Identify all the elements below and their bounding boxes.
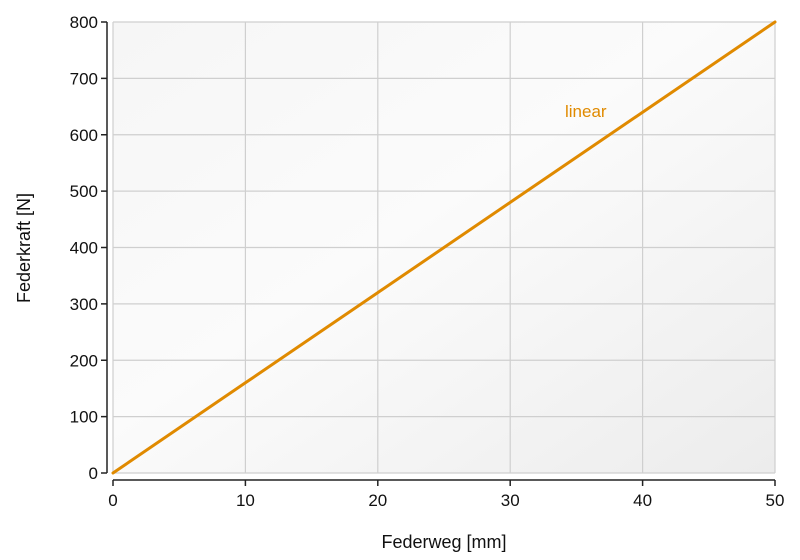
y-tick-label: 800	[70, 13, 98, 32]
tick-labels: 0 100 200 300 400 500 600 700 800 0 10 20 30 40 50	[70, 13, 785, 510]
x-tick-label: 10	[236, 491, 255, 510]
x-axis-title: Federweg [mm]	[381, 532, 506, 552]
y-tick-label: 500	[70, 182, 98, 201]
data-series	[111, 20, 777, 475]
x-tick-label: 0	[108, 491, 117, 510]
y-tick-label: 100	[70, 408, 98, 427]
annotation-linear: linear	[565, 102, 607, 121]
x-tick-label: 30	[501, 491, 520, 510]
y-tick-label: 0	[89, 464, 98, 483]
series-line-linear	[111, 20, 777, 475]
y-tick-label: 200	[70, 351, 98, 370]
y-tick-label: 700	[70, 69, 98, 88]
x-tick-label: 40	[633, 491, 652, 510]
grid-lines	[112, 21, 776, 474]
y-axis-title: Federkraft [N]	[14, 193, 34, 303]
x-tick-label: 50	[766, 491, 785, 510]
y-tick-label: 400	[70, 239, 98, 258]
y-tick-label: 600	[70, 126, 98, 145]
axes	[101, 21, 776, 486]
y-tick-label: 300	[70, 295, 98, 314]
x-tick-label: 20	[368, 491, 387, 510]
